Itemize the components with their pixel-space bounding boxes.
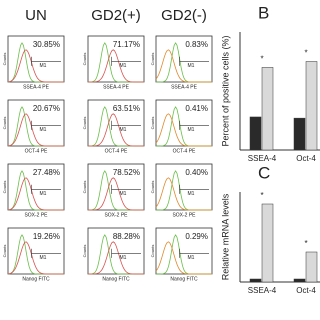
bar bbox=[305, 61, 318, 151]
percent-positive: 88.28% bbox=[113, 232, 140, 241]
y-axis-label: Counts bbox=[150, 53, 155, 66]
histogram-frame bbox=[155, 227, 213, 275]
marker-label: SSEA-4 PE bbox=[171, 84, 198, 90]
category-label: Oct-4 bbox=[296, 286, 316, 295]
category-label: Oct-4 bbox=[296, 154, 316, 163]
sample-histogram bbox=[7, 49, 64, 83]
sample-histogram bbox=[7, 177, 64, 211]
significance-mark: * bbox=[304, 239, 307, 248]
histogram-frame bbox=[7, 99, 65, 147]
category-label: SSEA-4 bbox=[248, 154, 277, 163]
sample-histogram bbox=[155, 113, 212, 147]
marker-label: SSEA-4 PE bbox=[103, 84, 130, 90]
marker-label: Nanog FITC bbox=[102, 276, 130, 282]
significance-mark: * bbox=[260, 55, 263, 64]
bar bbox=[249, 278, 262, 283]
gate-label: M1 bbox=[188, 127, 195, 133]
bar bbox=[249, 116, 262, 151]
sample-histogram bbox=[88, 49, 144, 83]
column-title: GD2(-) bbox=[161, 7, 207, 24]
y-axis-label: Counts bbox=[82, 181, 87, 194]
column-title: UN bbox=[25, 7, 47, 24]
marker-label: OCT-4 PE bbox=[25, 148, 48, 154]
percent-positive: 27.48% bbox=[33, 168, 60, 177]
y-axis-label: Relative mRNA levels bbox=[220, 193, 230, 280]
column-title: GD2(+) bbox=[91, 7, 141, 24]
bar bbox=[305, 251, 318, 283]
marker-label: SOX-2 PE bbox=[24, 212, 48, 218]
gate-label: M1 bbox=[188, 191, 195, 197]
y-axis-label: Counts bbox=[2, 181, 7, 194]
bar bbox=[261, 203, 274, 283]
bar bbox=[293, 278, 306, 283]
panel-label: B bbox=[258, 3, 269, 22]
percent-positive: 71.17% bbox=[113, 40, 140, 49]
category-label: SSEA-4 bbox=[248, 286, 277, 295]
gate-label: M1 bbox=[40, 191, 47, 197]
histogram-frame bbox=[7, 227, 65, 275]
marker-label: SOX-2 PE bbox=[172, 212, 196, 218]
y-axis-label: Counts bbox=[82, 117, 87, 130]
sample-histogram bbox=[88, 241, 144, 275]
gate-label: M1 bbox=[120, 191, 127, 197]
sample-histogram bbox=[155, 177, 212, 211]
significance-mark: * bbox=[304, 49, 307, 58]
y-axis-label: Counts bbox=[82, 53, 87, 66]
percent-positive: 0.41% bbox=[185, 104, 208, 113]
y-axis-label: Counts bbox=[2, 117, 7, 130]
histogram-frame bbox=[155, 99, 213, 147]
histogram-frame bbox=[7, 35, 65, 83]
sample-histogram bbox=[88, 113, 144, 147]
marker-label: OCT-4 PE bbox=[173, 148, 196, 154]
y-axis-label: Percent of positive cells (%) bbox=[220, 35, 230, 146]
y-axis-label: Counts bbox=[2, 53, 7, 66]
marker-label: SOX-2 PE bbox=[104, 212, 128, 218]
gate-label: M1 bbox=[40, 255, 47, 261]
y-axis-label: Counts bbox=[2, 245, 7, 258]
percent-positive: 19.26% bbox=[33, 232, 60, 241]
y-axis-label: Counts bbox=[82, 245, 87, 258]
y-axis-label: Counts bbox=[150, 245, 155, 258]
bar bbox=[261, 67, 274, 151]
histogram-frame bbox=[7, 163, 65, 211]
histogram-frame bbox=[155, 35, 213, 83]
y-axis-label: Counts bbox=[150, 117, 155, 130]
sample-histogram bbox=[7, 241, 64, 275]
percent-positive: 78.52% bbox=[113, 168, 140, 177]
panel-label: C bbox=[258, 163, 270, 182]
gate-label: M1 bbox=[120, 255, 127, 261]
gate-label: M1 bbox=[188, 255, 195, 261]
sample-histogram bbox=[155, 49, 212, 83]
percent-positive: 20.67% bbox=[33, 104, 60, 113]
percent-positive: 0.83% bbox=[185, 40, 208, 49]
histogram-frame bbox=[87, 163, 145, 211]
gate-label: M1 bbox=[188, 63, 195, 69]
marker-label: Nanog FITC bbox=[22, 276, 50, 282]
marker-label: Nanog FITC bbox=[170, 276, 198, 282]
gate-label: M1 bbox=[120, 127, 127, 133]
sample-histogram bbox=[7, 113, 64, 147]
percent-positive: 0.29% bbox=[185, 232, 208, 241]
significance-mark: * bbox=[260, 191, 263, 200]
percent-positive: 0.40% bbox=[185, 168, 208, 177]
gate-label: M1 bbox=[40, 63, 47, 69]
sample-histogram bbox=[155, 241, 212, 275]
percent-positive: 30.85% bbox=[33, 40, 60, 49]
marker-label: OCT-4 PE bbox=[105, 148, 128, 154]
gate-label: M1 bbox=[120, 63, 127, 69]
marker-label: SSEA-4 PE bbox=[23, 84, 50, 90]
gate-label: M1 bbox=[40, 127, 47, 133]
percent-positive: 63.51% bbox=[113, 104, 140, 113]
sample-histogram bbox=[88, 177, 144, 211]
histogram-frame bbox=[155, 163, 213, 211]
bar bbox=[293, 117, 306, 151]
y-axis-label: Counts bbox=[150, 181, 155, 194]
